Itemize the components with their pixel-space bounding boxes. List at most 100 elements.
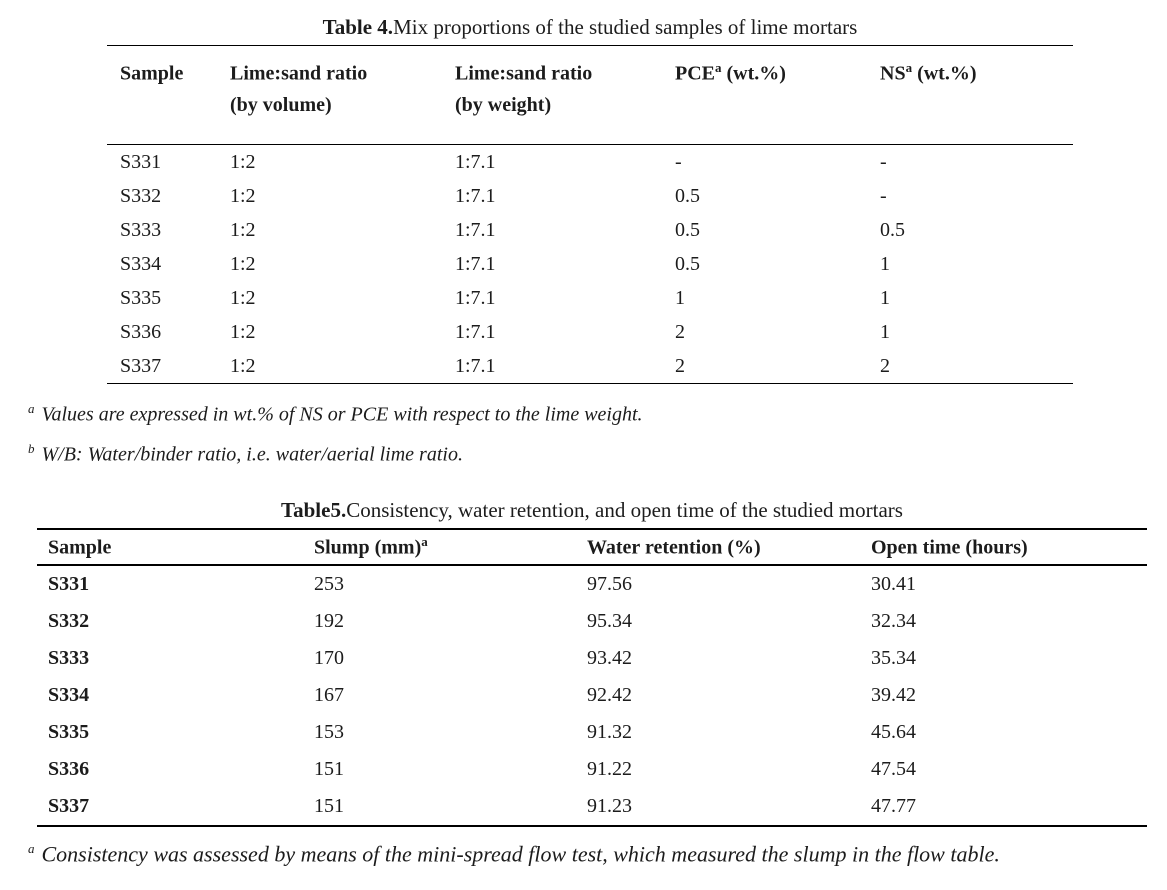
table-cell: 92.42 [587,684,632,707]
table-cell: 1:2 [230,286,256,309]
table-cell: 45.64 [871,721,916,744]
table4-caption: Table 4.Mix proportions of the studied s… [107,12,1073,42]
table5-footnotes: a Consistency was assessed by means of th… [28,833,1148,870]
table-cell-sample: S332 [48,610,90,633]
table-row: S334 167 92.42 39.42 [37,677,1147,714]
table5-header-slump: Slump (mm)a [314,529,587,567]
footnote-a: a Values are expressed in wt.% of NS or P… [28,392,1167,432]
table-cell-sample: S333 [48,647,90,670]
table-cell-sample: S337 [48,795,90,818]
table4-header-sample: Sample [107,45,230,145]
table-cell: 1:2 [230,320,256,343]
table-cell-sample: S337 [120,354,162,377]
table5-caption: Table5.Consistency, water retention, and… [37,495,1147,525]
table-cell: - [880,184,887,207]
table-cell-sample: S335 [120,286,162,309]
table-cell: 1 [880,320,890,343]
table4: Sample Lime:sand ratio (by volume) Lime:s… [107,45,1073,384]
table4-footnotes: a Values are expressed in wt.% of NS or P… [28,392,1167,471]
table-cell: 1:7.1 [455,184,496,207]
footnote-marker: a [28,401,35,416]
table-cell: 1 [880,252,890,275]
footnote-b: b W/B: Water/binder ratio, i.e. water/aer… [28,432,1167,472]
table-cell: 167 [314,684,344,707]
table-cell: 1:2 [230,184,256,207]
table-cell: 97.56 [587,573,632,596]
table-cell: - [675,150,682,173]
table-cell: 253 [314,573,344,596]
table-row: S337 151 91.23 47.77 [37,788,1147,826]
footnote-marker: b [28,440,35,456]
table-cell-sample: S334 [120,252,162,275]
table-row: S335 153 91.32 45.64 [37,714,1147,751]
table-row: S333 170 93.42 35.34 [37,640,1147,677]
footnote-text: Consistency was assessed by means of the… [41,841,1000,867]
table-cell: 1 [675,286,685,309]
table-cell: 1:2 [230,218,256,241]
table-row: S336 151 91.22 47.54 [37,751,1147,788]
table-cell: 1 [880,286,890,309]
table-row: S336 1:2 1:7.1 2 1 [107,315,1073,349]
table4-header-ratio-volume: Lime:sand ratio (by volume) [230,45,455,145]
table5-header-open-time: Open time (hours) [871,529,1147,567]
table-cell: 1:2 [230,150,256,173]
table-cell-sample: S336 [48,758,90,781]
table4-header-ratio-weight: Lime:sand ratio (by weight) [455,45,675,145]
table5-section: Table5.Consistency, water retention, and… [37,495,1147,828]
footnote-a: a Consistency was assessed by means of th… [28,833,1148,870]
table-cell: 95.34 [587,610,632,633]
table-cell-sample: S336 [120,320,162,343]
table-cell: 32.34 [871,610,916,633]
footnote-text: W/B: Water/binder ratio, i.e. water/aeri… [41,443,463,466]
table-cell: 2 [880,354,890,377]
table-cell: - [880,150,887,173]
table-row: S332 1:2 1:7.1 0.5 - [107,179,1073,213]
table-cell: 93.42 [587,647,632,670]
table-cell: 1:7.1 [455,286,496,309]
table5-caption-text: Consistency, water retention, and open t… [346,498,903,523]
table-cell: 35.34 [871,647,916,670]
table-cell-sample: S332 [120,184,162,207]
table-cell: 91.23 [587,795,632,818]
table-row: S331 1:2 1:7.1 - - [107,145,1073,180]
table-cell: 151 [314,758,344,781]
table4-header-pce: PCEa (wt.%) [675,45,880,145]
table-cell-sample: S334 [48,684,90,707]
table-row: S331 253 97.56 30.41 [37,565,1147,603]
footnote-text: Values are expressed in wt.% of NS or PC… [41,403,643,426]
table-cell: 1:7.1 [455,252,496,275]
table4-header-row: Sample Lime:sand ratio (by volume) Lime:s… [107,45,1073,145]
table-cell: 91.22 [587,758,632,781]
table-row: S332 192 95.34 32.34 [37,603,1147,640]
table5: Sample Slump (mm)a Water retention (%) O… [37,528,1147,828]
table-cell: 1:2 [230,252,256,275]
table-row: S334 1:2 1:7.1 0.5 1 [107,247,1073,281]
table-cell: 1:7.1 [455,150,496,173]
footnote-marker: a [28,841,35,857]
table-cell: 153 [314,721,344,744]
table-cell: 91.32 [587,721,632,744]
table5-caption-number: Table5. [281,498,347,523]
table-cell: 30.41 [871,573,916,596]
table-cell: 192 [314,610,344,633]
table-cell-sample: S331 [48,573,90,596]
table5-header-row: Sample Slump (mm)a Water retention (%) O… [37,529,1147,567]
table-row: S333 1:2 1:7.1 0.5 0.5 [107,213,1073,247]
table5-header-water-retention: Water retention (%) [587,529,871,567]
table-cell: 2 [675,354,685,377]
table-row: S335 1:2 1:7.1 1 1 [107,281,1073,315]
table-cell-sample: S333 [120,218,162,241]
table-cell: 151 [314,795,344,818]
table-cell: 1:2 [230,354,256,377]
table-cell: 47.54 [871,758,916,781]
table4-caption-number: Table 4. [322,15,394,39]
table-cell-sample: S331 [120,150,162,173]
table-cell: 1:7.1 [455,218,496,241]
table-cell: 0.5 [880,218,905,241]
table4-section: Table 4.Mix proportions of the studied s… [107,12,1073,384]
table-cell: 1:7.1 [455,320,496,343]
table-cell-sample: S335 [48,721,90,744]
table-cell: 2 [675,320,685,343]
table4-caption-text: Mix proportions of the studied samples o… [393,15,858,39]
table-cell: 0.5 [675,218,700,241]
